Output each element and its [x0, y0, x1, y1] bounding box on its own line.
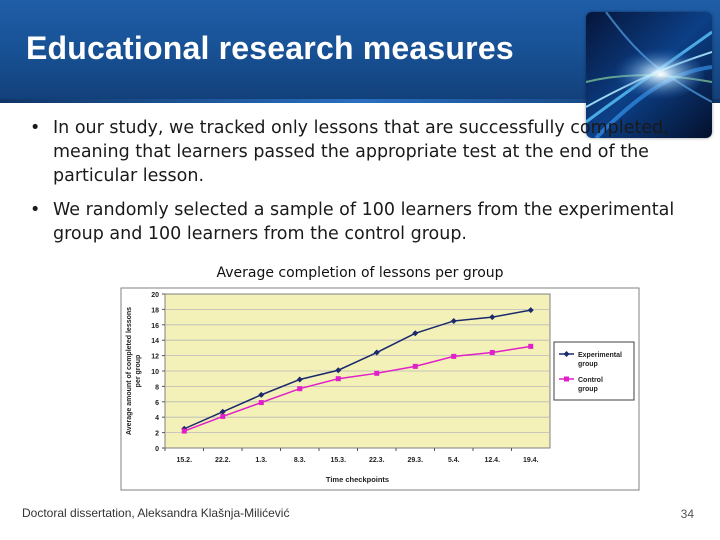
legend-marker	[563, 351, 570, 357]
y-tick-label: 0	[155, 446, 159, 453]
bullet-item: • In our study, we tracked only lessons …	[30, 116, 690, 188]
bullet-item: • We randomly selected a sample of 100 l…	[30, 198, 690, 246]
data-point	[258, 400, 264, 406]
data-point	[451, 353, 457, 359]
series-line	[183, 345, 531, 432]
legend: Experimental group Control group	[553, 341, 635, 401]
bullet-marker: •	[30, 200, 41, 220]
y-tick-label: 10	[151, 369, 159, 376]
legend-label: Control group	[578, 377, 603, 393]
legend-label-line: group	[578, 386, 598, 393]
x-tick-label: 15.3.	[330, 457, 346, 464]
y-tick-label: 6	[155, 400, 159, 407]
x-tick-label: 15.2.	[176, 457, 192, 464]
series-layer	[181, 307, 534, 434]
data-point	[527, 307, 534, 314]
y-tick-label: 12	[151, 354, 159, 361]
x-tick-label: 8.3.	[294, 457, 306, 464]
legend-label-line: group	[578, 361, 598, 368]
y-axis-title: Average amount of completed lessons per g…	[126, 307, 142, 435]
footer-text: Doctoral dissertation, Aleksandra Klašnj…	[22, 506, 290, 520]
legend-label-line: Experimental	[578, 352, 622, 359]
legend-marker	[564, 376, 569, 382]
data-point	[412, 330, 419, 337]
y-axis-title-line: per group	[135, 355, 142, 388]
decorative-light-streak-image	[586, 12, 712, 138]
y-tick-label: 14	[151, 338, 159, 345]
data-point	[219, 408, 226, 415]
x-tick-label: 29.3.	[407, 457, 423, 464]
x-tick-label: 22.3.	[369, 457, 385, 464]
data-point	[450, 317, 457, 324]
bullet-text: We randomly selected a sample of 100 lea…	[53, 200, 675, 244]
bullet-marker: •	[30, 118, 41, 138]
x-tick-label: 12.4.	[484, 457, 500, 464]
data-point	[181, 428, 187, 434]
y-axis-title-line: Average amount of completed lessons	[126, 307, 133, 435]
light-streak-graphic	[586, 12, 712, 138]
data-point	[297, 386, 303, 392]
x-tick-label: 1.3.	[255, 457, 267, 464]
y-tick-label: 2	[155, 431, 159, 438]
x-tick-label: 5.4.	[448, 457, 460, 464]
data-point	[335, 367, 342, 374]
y-tick-label: 20	[151, 292, 159, 299]
data-point	[296, 376, 303, 383]
bullet-text: In our study, we tracked only lessons th…	[53, 118, 669, 186]
data-point	[374, 370, 380, 376]
data-point	[220, 413, 226, 419]
y-tick-label: 18	[151, 307, 159, 314]
x-tick-label: 19.4.	[523, 457, 539, 464]
data-point	[528, 343, 534, 349]
y-tick-label: 4	[155, 415, 159, 422]
data-point	[489, 350, 495, 356]
legend-label-line: Control	[578, 377, 603, 384]
y-tick-label: 8	[155, 384, 159, 391]
bullet-list: • In our study, we tracked only lessons …	[30, 116, 690, 256]
legend-label: Experimental group	[578, 352, 622, 368]
data-point	[373, 349, 380, 356]
chart-title: Average completion of lessons per group	[216, 265, 504, 281]
data-point	[412, 363, 418, 369]
data-point	[258, 391, 265, 398]
x-tick-label: 22.2.	[215, 457, 231, 464]
line-chart: 0 2 4 6 8 10 12 14 16 18 20 15.2. 22.2. 1.3. 8.3. 15.3.…	[120, 287, 640, 491]
y-tick-label: 16	[151, 323, 159, 330]
data-point	[489, 314, 496, 321]
axes: 0 2 4 6 8 10 12 14 16 18 20 15.2. 22.2. 1.3. 8.3. 15.3.…	[126, 292, 539, 484]
legend-box	[553, 341, 635, 401]
x-axis-title: Time checkpoints	[326, 475, 389, 484]
page-number: 34	[680, 507, 694, 521]
slide-title: Educational research measures	[26, 30, 514, 66]
series-line	[183, 309, 531, 430]
data-point	[335, 376, 341, 382]
